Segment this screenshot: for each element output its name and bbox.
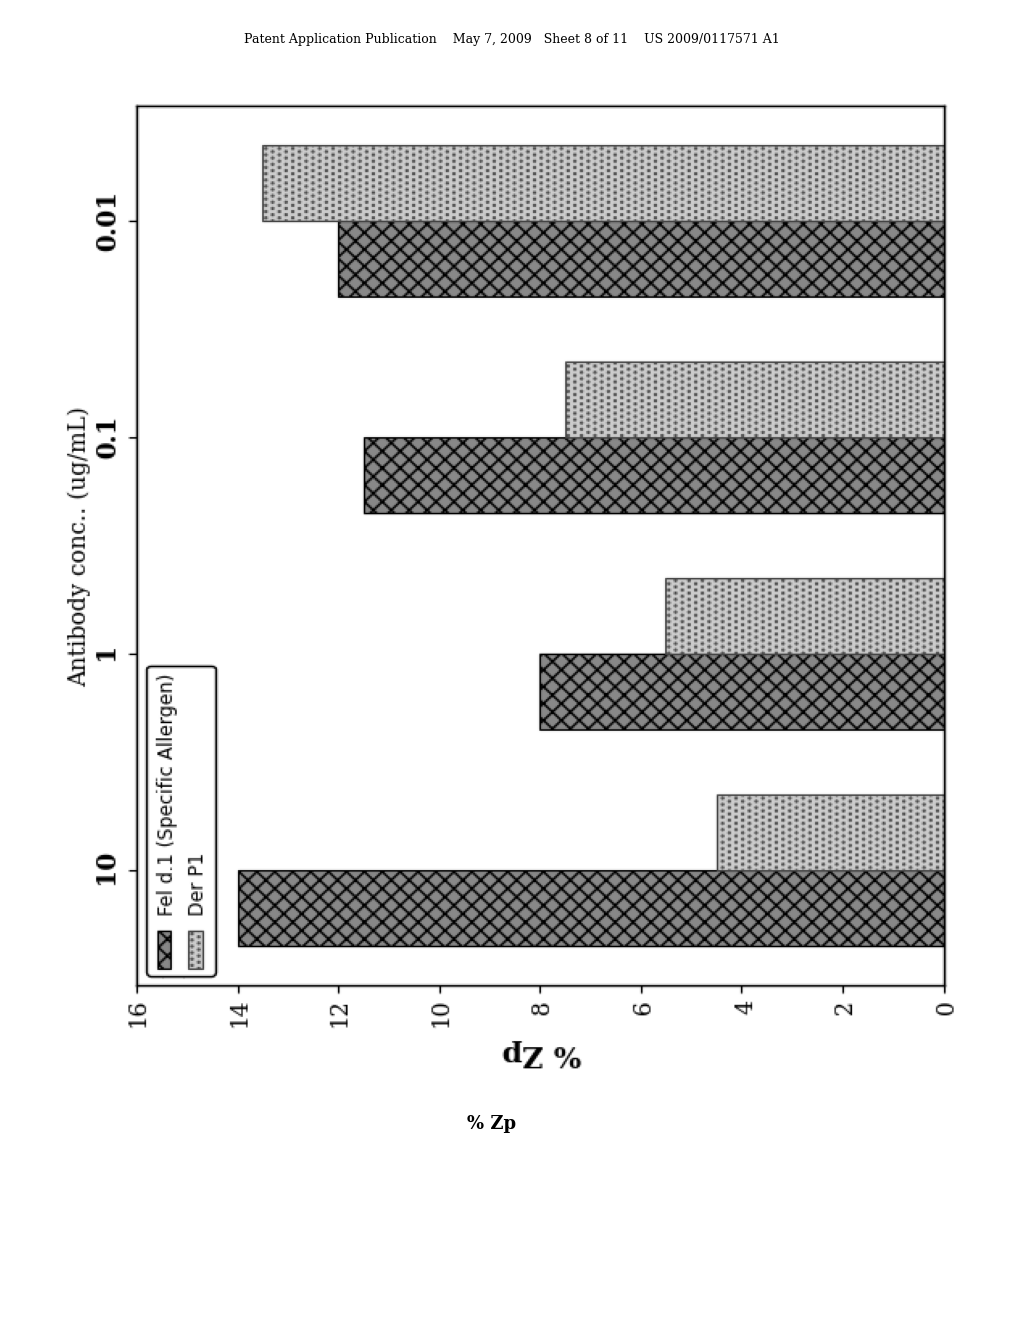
Text: Patent Application Publication    May 7, 2009   Sheet 8 of 11    US 2009/0117571: Patent Application Publication May 7, 20… xyxy=(244,33,780,46)
Text: % Zp: % Zp xyxy=(467,1115,516,1134)
